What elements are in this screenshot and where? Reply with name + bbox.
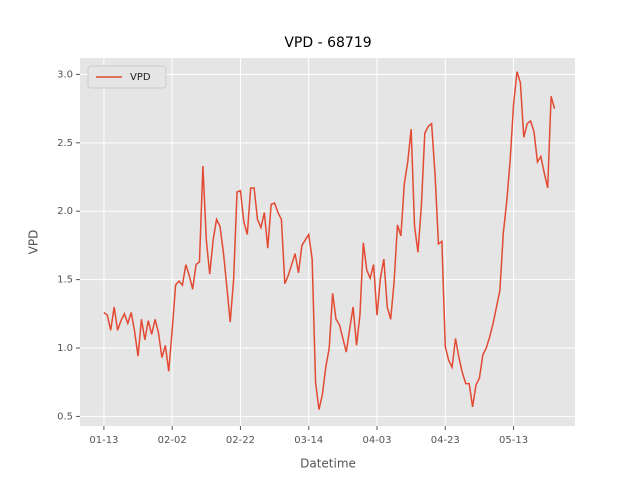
y-axis-label: VPD bbox=[27, 230, 41, 255]
y-tick-label: 1.5 bbox=[57, 275, 73, 286]
data-line bbox=[103, 71, 556, 410]
y-tick-label: 2.5 bbox=[57, 138, 73, 149]
x-tick-label: 02-22 bbox=[226, 435, 255, 446]
x-tick-label: 02-02 bbox=[158, 435, 187, 446]
plot-area bbox=[80, 58, 575, 426]
y-tick-label: 0.5 bbox=[57, 411, 73, 422]
legend-box bbox=[87, 65, 167, 89]
y-tick-label: 1.0 bbox=[57, 343, 73, 354]
y-tick-label: 3.0 bbox=[57, 69, 73, 80]
x-tick-label: 04-03 bbox=[362, 435, 391, 446]
y-tick-label: 2.0 bbox=[57, 206, 73, 217]
legend-label: VPD bbox=[130, 72, 151, 83]
x-tick-label: 04-23 bbox=[431, 435, 460, 446]
x-tick-label: 03-14 bbox=[294, 435, 323, 446]
chart-title: VPD - 68719 bbox=[284, 35, 371, 51]
x-axis-label: Datetime bbox=[300, 457, 356, 471]
x-tick-label: 05-13 bbox=[499, 435, 528, 446]
x-tick-label: 01-13 bbox=[89, 435, 118, 446]
